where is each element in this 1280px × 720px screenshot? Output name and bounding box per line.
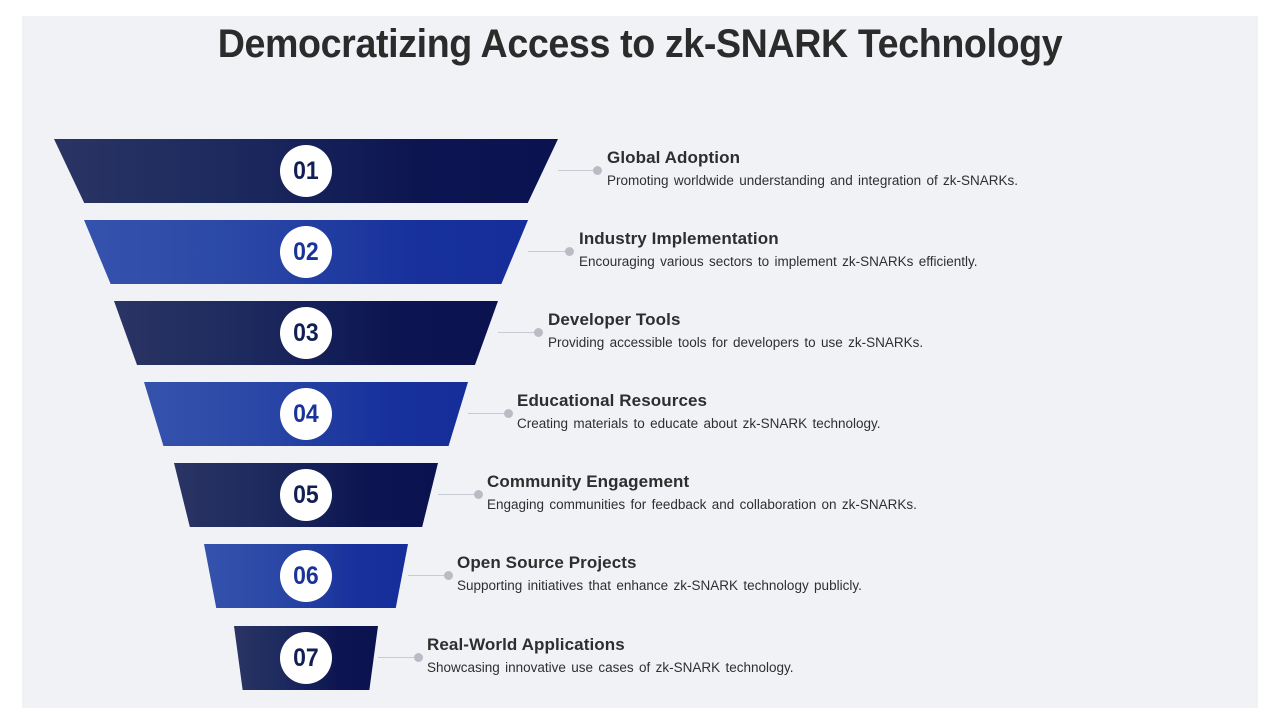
funnel-step-row: 03 Developer Tools Providing accessible to… bbox=[22, 301, 1258, 365]
step-text-block: Real-World Applications Showcasing innova… bbox=[427, 635, 794, 676]
step-description: Promoting worldwide understanding and in… bbox=[607, 173, 1019, 188]
connector-line bbox=[498, 332, 537, 333]
step-description: Encouraging various sectors to implement… bbox=[579, 254, 978, 269]
step-heading: Developer Tools bbox=[548, 310, 681, 329]
step-number-label: 05 bbox=[293, 480, 319, 509]
step-number-badge-03: 03 bbox=[280, 307, 332, 359]
step-number-label: 07 bbox=[293, 643, 319, 672]
step-heading: Open Source Projects bbox=[457, 553, 637, 572]
step-text-block: Educational Resources Creating materials … bbox=[517, 391, 881, 432]
funnel-step-row: 05 Community Engagement Engaging communiti… bbox=[22, 463, 1258, 527]
step-number-label: 02 bbox=[293, 237, 319, 266]
connector-dot bbox=[474, 490, 483, 499]
connector-line bbox=[438, 494, 477, 495]
funnel-step-row: 04 Educational Resources Creating material… bbox=[22, 382, 1258, 446]
connector-dot bbox=[414, 653, 423, 662]
step-description: Engaging communities for feedback and co… bbox=[487, 497, 917, 512]
step-text-block: Global Adoption Promoting worldwide under… bbox=[607, 148, 1018, 189]
page-title: Democratizing Access to zk-SNARK Technol… bbox=[217, 22, 1063, 66]
step-number-badge-04: 04 bbox=[280, 388, 332, 440]
connector-dot bbox=[444, 571, 453, 580]
step-text-block: Community Engagement Engaging communities… bbox=[487, 472, 917, 513]
step-number-label: 06 bbox=[293, 561, 319, 590]
funnel-step-row: 02 Industry Implementation Encouraging var… bbox=[22, 220, 1258, 284]
connector-line bbox=[468, 413, 507, 414]
step-description: Supporting initiatives that enhance zk-S… bbox=[457, 578, 862, 593]
funnel-step-row: 06 Open Source Projects Supporting initiat… bbox=[22, 544, 1258, 608]
step-number-label: 03 bbox=[293, 318, 319, 347]
step-number-badge-02: 02 bbox=[280, 226, 332, 278]
step-number-label: 01 bbox=[293, 156, 319, 185]
connector-dot bbox=[504, 409, 513, 418]
connector-dot bbox=[534, 328, 543, 337]
step-number-label: 04 bbox=[293, 399, 319, 428]
connector-line bbox=[528, 251, 568, 252]
funnel-step-row: 07 Real-World Applications Showcasing inno… bbox=[22, 626, 1258, 690]
step-description: Providing accessible tools for developer… bbox=[548, 335, 924, 350]
step-heading: Educational Resources bbox=[517, 391, 708, 410]
step-heading: Real-World Applications bbox=[427, 635, 625, 654]
step-number-badge-07: 07 bbox=[280, 632, 332, 684]
step-number-badge-05: 05 bbox=[280, 469, 332, 521]
step-heading: Community Engagement bbox=[487, 472, 690, 491]
step-heading: Global Adoption bbox=[607, 148, 741, 167]
step-text-block: Open Source Projects Supporting initiativ… bbox=[457, 553, 862, 594]
slide-canvas: Democratizing Access to zk-SNARK Technol… bbox=[22, 16, 1258, 708]
step-text-block: Industry Implementation Encouraging vario… bbox=[579, 229, 978, 270]
connector-line bbox=[408, 575, 447, 576]
step-text-block: Developer Tools Providing accessible tool… bbox=[548, 310, 923, 351]
connector-line bbox=[558, 170, 595, 171]
step-heading: Industry Implementation bbox=[579, 229, 779, 248]
step-number-badge-06: 06 bbox=[280, 550, 332, 602]
connector-line bbox=[378, 657, 417, 658]
step-description: Creating materials to educate about zk-S… bbox=[517, 416, 881, 431]
step-description: Showcasing innovative use cases of zk-SN… bbox=[427, 660, 794, 675]
step-number-badge-01: 01 bbox=[280, 145, 332, 197]
connector-dot bbox=[565, 247, 574, 256]
connector-dot bbox=[593, 166, 602, 175]
funnel-step-row: 01 Global Adoption Promoting worldwide und… bbox=[22, 139, 1258, 203]
